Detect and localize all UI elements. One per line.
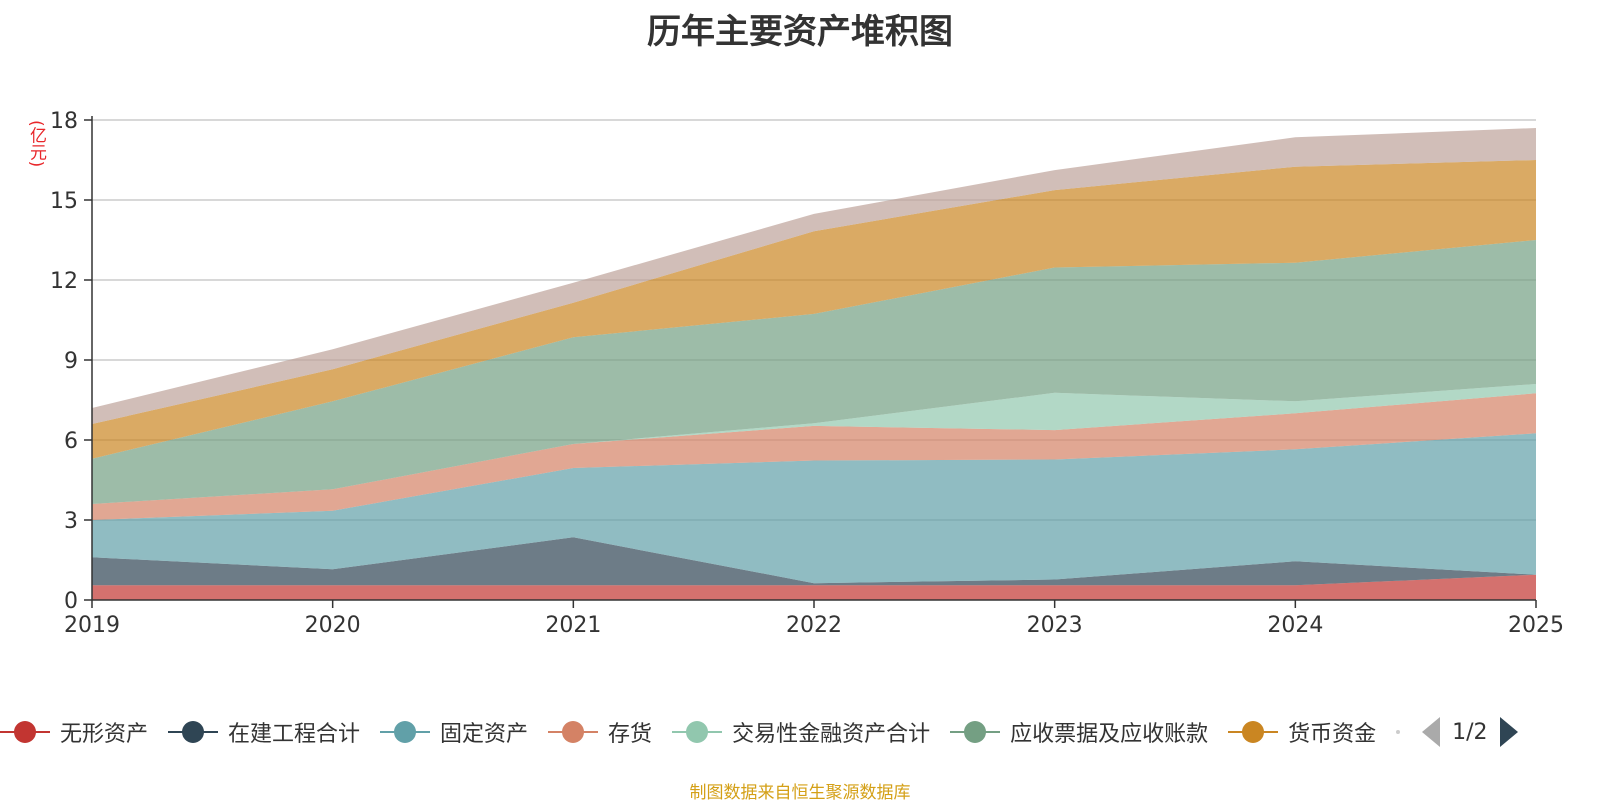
legend-marker-dot <box>964 721 987 743</box>
legend-label: 固定资产 <box>440 722 529 747</box>
legend-label: 无形资产 <box>60 722 149 747</box>
stacked-area-chart: 0 3 6 9 12 15 18 2019 2020 2021 2022 2023 2024 2025 <box>50 109 1564 638</box>
x-tick-label: 2022 <box>786 613 842 638</box>
y-tick-label: 9 <box>64 349 78 374</box>
area-series-1[interactable] <box>92 537 1536 586</box>
data-source-note: 制图数据来自恒生聚源数据库 <box>689 783 911 803</box>
area-series-2[interactable] <box>92 433 1536 584</box>
legend-item[interactable]: 货币资金 <box>1228 716 1376 748</box>
area-series <box>92 128 1536 600</box>
legend-marker-icon <box>380 717 431 747</box>
legend-label: 应收票据及应收账款 <box>1010 722 1209 747</box>
area-series-0[interactable] <box>92 574 1536 600</box>
area-series-3[interactable] <box>92 393 1536 520</box>
x-tick-label: 2020 <box>305 613 361 638</box>
legend-item[interactable]: 存货 <box>548 716 652 748</box>
y-tick-label: 6 <box>64 429 78 454</box>
legend-overflow-dot <box>1396 730 1401 734</box>
x-tick-label: 2023 <box>1027 613 1083 638</box>
legend-label: 在建工程合计 <box>228 722 361 747</box>
legend-pager: 1/2 <box>1422 717 1518 747</box>
legend-prev-page-icon[interactable] <box>1422 717 1441 747</box>
y-tick-label: 15 <box>50 189 78 214</box>
chart-title: 历年主要资产堆积图 <box>647 12 953 52</box>
x-tick-label: 2025 <box>1508 613 1564 638</box>
y-tick-label: 3 <box>64 509 78 534</box>
legend-item[interactable]: 无形资产 <box>0 716 148 748</box>
legend-marker-dot <box>562 721 585 743</box>
legend-label: 货币资金 <box>1288 722 1377 747</box>
legend-item[interactable]: 应收票据及应收账款 <box>950 716 1208 748</box>
y-axis-unit-label: (亿元) <box>26 120 46 168</box>
legend-marker-icon <box>672 717 723 747</box>
legend-label: 存货 <box>608 722 653 747</box>
area-series-7[interactable] <box>92 128 1536 424</box>
legend-marker-dot <box>14 721 36 743</box>
legend-marker-dot <box>1242 721 1265 743</box>
legend-page-indicator: 1/2 <box>1452 719 1488 745</box>
legend-item[interactable]: 交易性金融资产合计 <box>672 716 930 748</box>
legend-marker-dot <box>394 721 417 743</box>
area-series-6[interactable] <box>92 160 1536 459</box>
legend-item[interactable]: 固定资产 <box>380 716 528 748</box>
legend-item[interactable]: 在建工程合计 <box>168 716 360 748</box>
y-tick-label: 0 <box>64 589 78 614</box>
y-tick-label: 12 <box>50 269 78 294</box>
area-series-5[interactable] <box>92 240 1536 504</box>
x-tick-label: 2019 <box>64 613 120 638</box>
legend-marker-icon <box>950 717 1001 747</box>
legend-label: 交易性金融资产合计 <box>732 722 931 747</box>
axes: 0 3 6 9 12 15 18 2019 2020 2021 2022 2023 2024 2025 <box>50 109 1564 638</box>
legend-marker-dot <box>686 721 709 743</box>
x-tick-label: 2024 <box>1267 613 1323 638</box>
legend-marker-icon <box>1228 717 1279 747</box>
legend-marker-icon <box>168 717 219 747</box>
x-tick-label: 2021 <box>545 613 601 638</box>
legend: 无形资产 在建工程合计 固定资产 存货 交易性金融资产合计 应收票据及应收账款 货币资金 1… <box>0 714 1518 750</box>
area-series-4[interactable] <box>92 384 1536 504</box>
legend-marker-dot <box>182 721 205 743</box>
legend-marker-icon <box>548 717 599 747</box>
legend-marker-icon <box>0 717 50 747</box>
legend-next-page-icon[interactable] <box>1499 717 1518 747</box>
y-tick-label: 18 <box>50 109 78 134</box>
